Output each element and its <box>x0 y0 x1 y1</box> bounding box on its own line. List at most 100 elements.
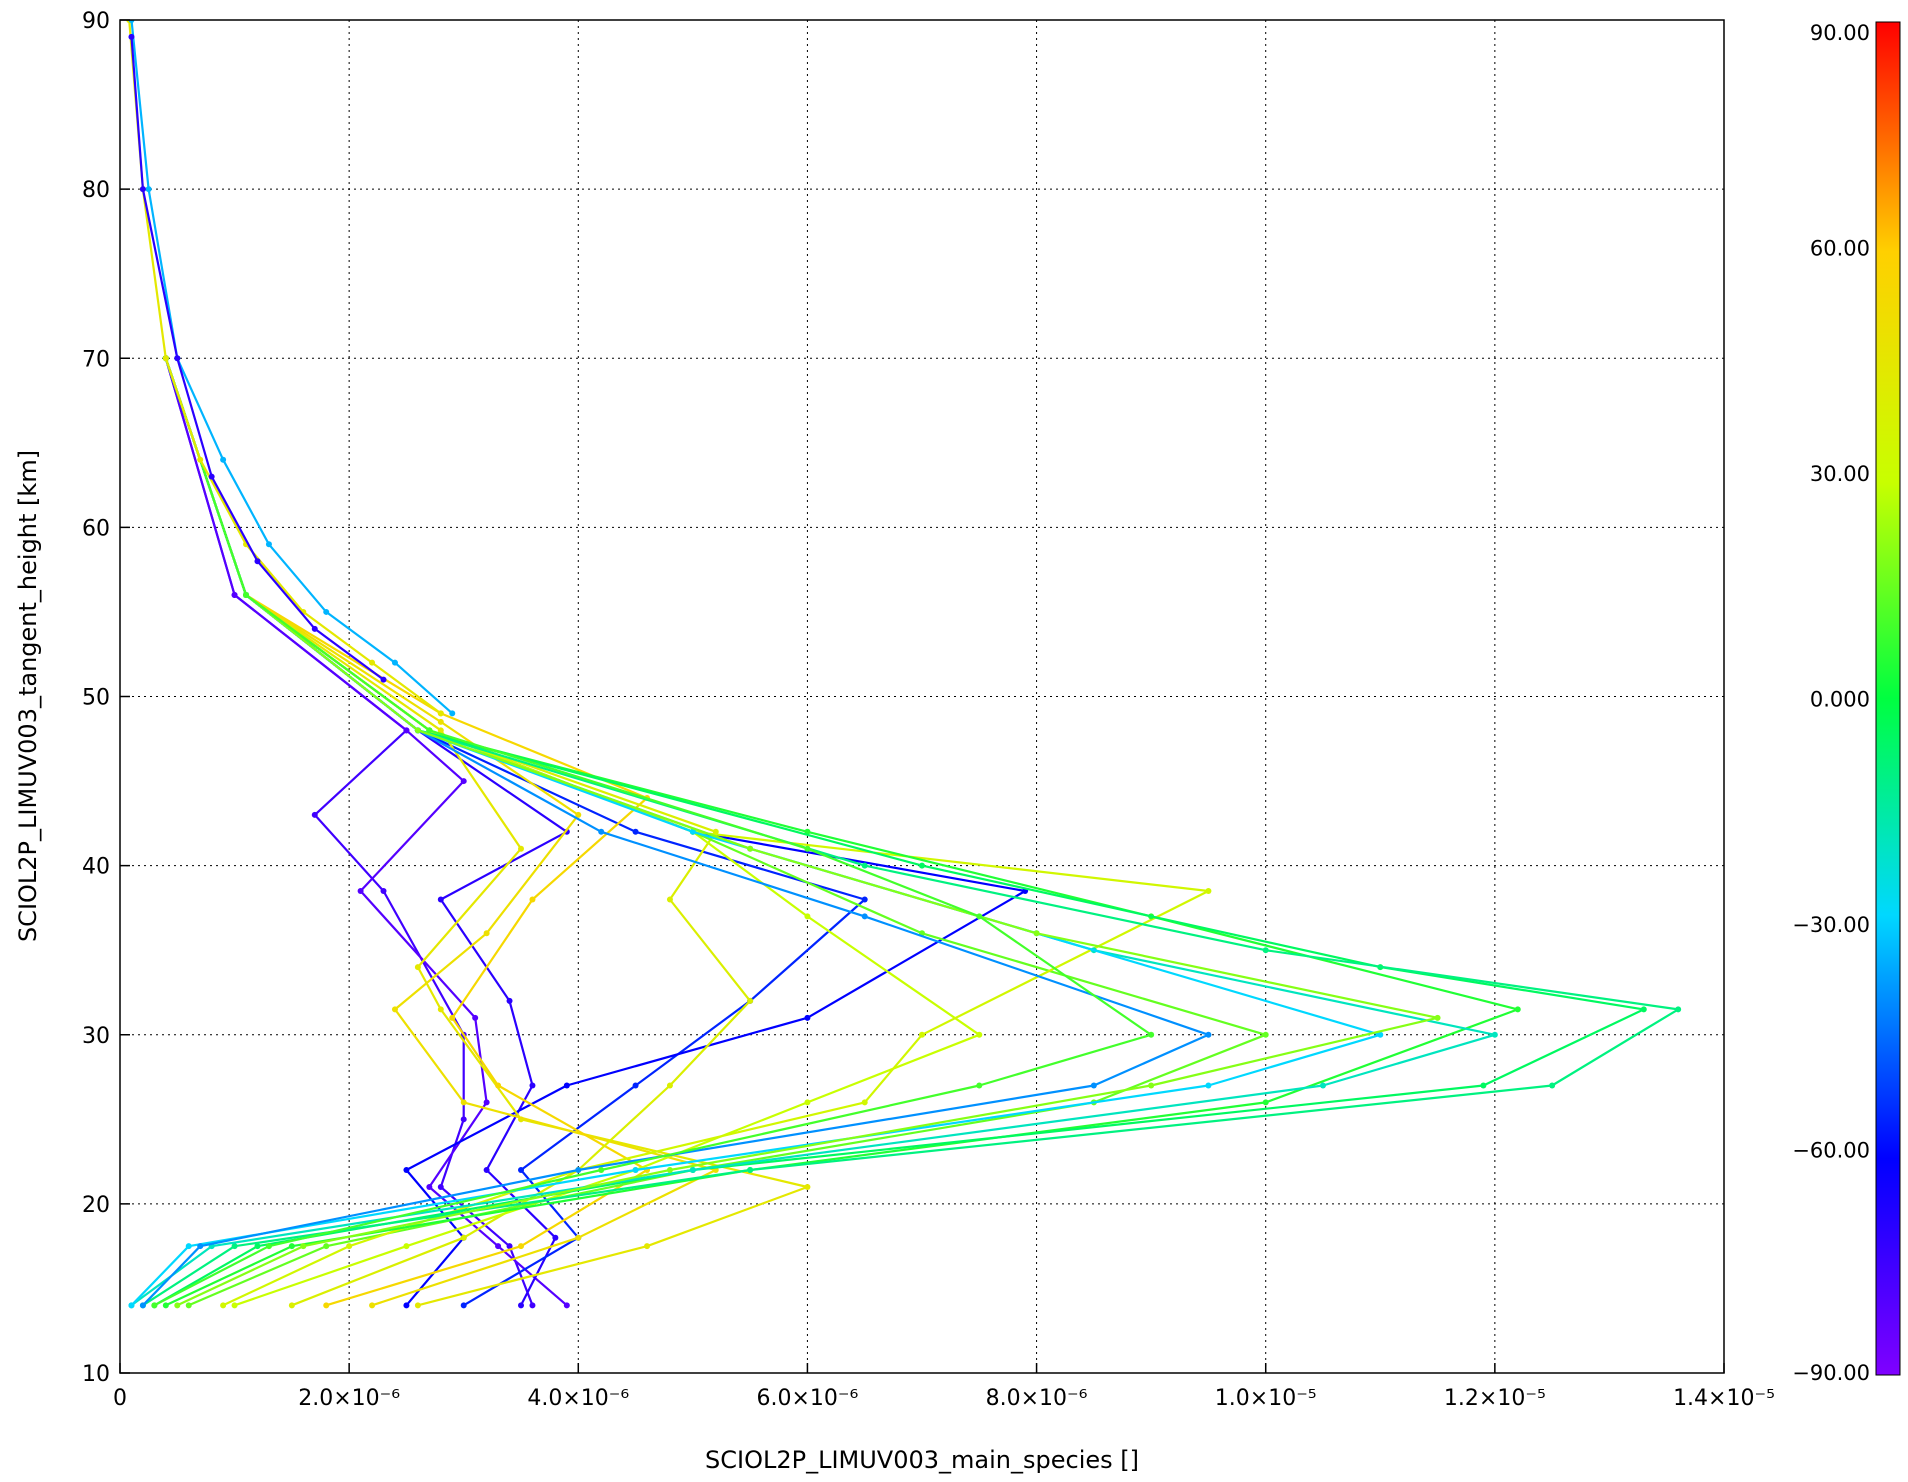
y-tick-label: 40 <box>82 855 110 880</box>
series-point <box>644 1243 651 1250</box>
series-point <box>919 862 925 869</box>
series-point <box>518 1302 524 1309</box>
series-point <box>506 1243 513 1250</box>
y-tick-label: 70 <box>82 347 110 372</box>
series-point <box>323 608 330 615</box>
series-point <box>208 473 215 480</box>
series-point <box>1377 1031 1384 1038</box>
colorbar-tick-label: −90.00 <box>1792 1361 1870 1385</box>
series-point <box>426 727 433 734</box>
series-point <box>243 592 250 599</box>
colorbar-ticks: 90.00 60.00 30.00 0.000 −30.00 −60.00 −90.00 <box>1792 21 1870 1385</box>
series-point <box>518 1167 524 1174</box>
series-point <box>804 828 811 835</box>
y-axis: 10 20 30 40 50 60 70 80 90 <box>82 9 130 1387</box>
series-point <box>151 1302 158 1309</box>
series-point <box>518 845 524 852</box>
colorbar-tick-label: −60.00 <box>1792 1139 1870 1163</box>
series-point <box>804 845 811 852</box>
series-line-8 <box>164 357 649 1307</box>
series-point <box>1205 887 1212 894</box>
series-point <box>197 1243 204 1250</box>
series-point <box>162 1302 169 1309</box>
series-point <box>804 1099 811 1106</box>
colorbar-tick-label: 60.00 <box>1810 237 1870 261</box>
colorbar <box>1875 21 1901 1376</box>
series-point <box>632 1082 639 1089</box>
series-point <box>575 1234 582 1241</box>
series-point <box>1033 930 1040 937</box>
series-point <box>666 1167 673 1174</box>
series-point <box>1262 947 1269 954</box>
series-line-7 <box>164 357 717 1307</box>
series-point <box>483 1099 490 1106</box>
series-point <box>1480 1082 1487 1089</box>
series-point <box>369 659 376 666</box>
y-axis-label: SCIOL2P_LIMUV003_tangent_height [km] <box>14 450 42 942</box>
series-point <box>323 1243 330 1250</box>
x-tick-label: 0 <box>113 1386 127 1411</box>
series-line-6 <box>164 357 809 1307</box>
y-tick-label: 60 <box>82 516 110 541</box>
series-point <box>747 1167 754 1174</box>
series-point <box>460 1302 467 1309</box>
series-point <box>1434 1014 1441 1021</box>
series-point <box>231 592 238 599</box>
y-tick-label: 10 <box>82 1362 110 1387</box>
series-point <box>460 778 467 785</box>
series-point <box>403 1243 410 1250</box>
series-point <box>174 1302 181 1309</box>
series-point <box>804 1183 811 1190</box>
series-point <box>529 896 536 903</box>
series-point <box>162 355 169 362</box>
series-point <box>689 828 696 835</box>
series-point <box>220 1302 227 1309</box>
x-tick-label: 1.4×10⁻⁵ <box>1673 1386 1775 1411</box>
series-point <box>403 727 410 734</box>
series-point <box>460 1116 467 1123</box>
series-point <box>689 1167 696 1174</box>
series-point <box>552 1234 559 1241</box>
series-point <box>231 1302 238 1309</box>
series-line-21 <box>128 20 442 715</box>
series-point <box>380 676 387 683</box>
x-tick-label: 6.0×10⁻⁶ <box>756 1386 858 1411</box>
series-point <box>861 1099 868 1106</box>
series-point <box>449 710 456 717</box>
series-point <box>139 1302 146 1309</box>
series-point <box>1549 1082 1556 1089</box>
colorbar-tick-label: 0.000 <box>1810 688 1870 712</box>
x-tick-label: 1.0×10⁻⁵ <box>1215 1386 1317 1411</box>
series-point <box>288 1302 295 1309</box>
series-point <box>666 1082 673 1089</box>
series-point <box>598 828 605 835</box>
series-point <box>518 1243 524 1250</box>
series-line-20 <box>153 357 1153 1307</box>
series-point <box>563 1302 570 1309</box>
series-point <box>346 1243 353 1250</box>
series-point <box>1205 1031 1212 1038</box>
series-point <box>1675 1006 1682 1013</box>
series-point <box>437 1006 444 1013</box>
series-point <box>254 558 261 565</box>
x-tick-label: 4.0×10⁻⁶ <box>527 1386 629 1411</box>
y-tick-label: 20 <box>82 1193 110 1218</box>
series-point <box>1640 1006 1647 1013</box>
series-point <box>598 1167 605 1174</box>
series-point <box>861 913 868 920</box>
series-point <box>1148 1031 1155 1038</box>
series-point <box>1205 1082 1212 1089</box>
x-tick-label: 1.2×10⁻⁵ <box>1444 1386 1546 1411</box>
series-point <box>220 456 227 463</box>
series-point <box>185 1243 192 1250</box>
x-axis-label: SCIOL2P_LIMUV003_main_species [] <box>705 1446 1139 1474</box>
series-point <box>403 1302 410 1309</box>
series-point <box>1491 1031 1498 1038</box>
series-point <box>495 1243 502 1250</box>
series-point <box>231 1243 238 1250</box>
series-point <box>139 186 146 193</box>
series-point <box>128 33 135 40</box>
series-point <box>403 1167 410 1174</box>
series-point <box>128 1302 135 1309</box>
series-point <box>575 811 582 818</box>
